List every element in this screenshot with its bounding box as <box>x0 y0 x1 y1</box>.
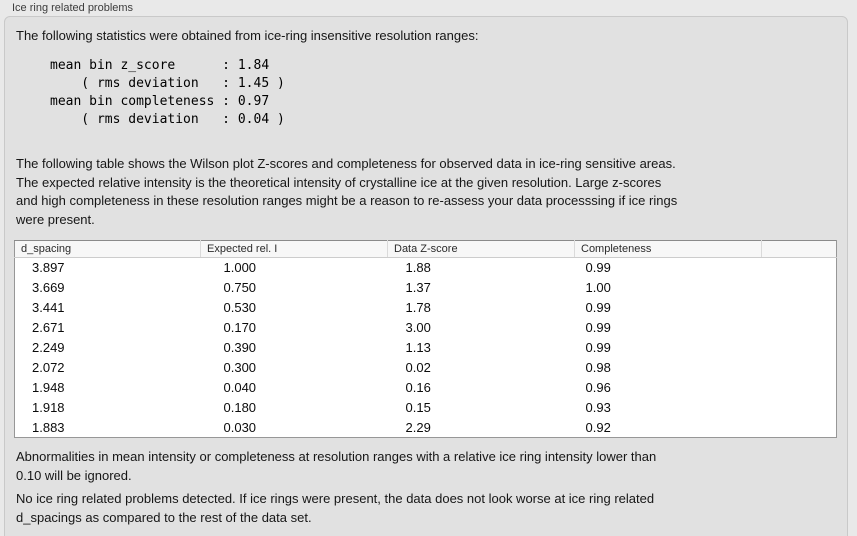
table-cell <box>762 358 837 378</box>
table-row[interactable]: 3.897 1.000 1.88 0.99 <box>15 258 837 278</box>
table-header-row: d_spacing Expected rel. I Data Z-score C… <box>14 240 837 258</box>
table-row[interactable]: 1.918 0.180 0.15 0.93 <box>15 398 837 418</box>
table-row[interactable]: 1.883 0.030 2.29 0.92 <box>15 418 837 438</box>
table-cell: 0.16 <box>405 380 431 395</box>
table-cell: 1.918 <box>32 400 65 415</box>
table-row[interactable]: 2.249 0.390 1.13 0.99 <box>15 338 837 358</box>
table-cell <box>762 398 837 418</box>
column-header-empty <box>761 240 837 258</box>
table-cell: 0.170 <box>223 320 257 335</box>
ice-ring-table: d_spacing Expected rel. I Data Z-score C… <box>14 240 837 438</box>
table-cell <box>762 378 837 398</box>
description-text: The following table shows the Wilson plo… <box>16 156 678 227</box>
table-cell <box>762 298 837 318</box>
table-cell <box>762 278 837 298</box>
table-row[interactable]: 1.948 0.040 0.16 0.96 <box>15 378 837 398</box>
table-cell: 0.180 <box>223 400 257 415</box>
table-cell <box>762 318 837 338</box>
table-cell: 3.669 <box>32 280 65 295</box>
table-cell: 0.99 <box>585 320 611 335</box>
table-cell: 2.671 <box>32 320 65 335</box>
table-row[interactable]: 2.072 0.300 0.02 0.98 <box>15 358 837 378</box>
table-cell: 0.92 <box>585 419 611 435</box>
column-header-completeness[interactable]: Completeness <box>574 240 762 258</box>
table-cell <box>762 258 837 278</box>
column-header-expected-rel-i[interactable]: Expected rel. I <box>200 240 388 258</box>
table-row[interactable]: 2.671 0.170 3.00 0.99 <box>15 318 837 338</box>
table-row[interactable]: 3.669 0.750 1.37 1.00 <box>15 278 837 298</box>
table-cell: 0.300 <box>223 360 257 375</box>
table-cell: 3.00 <box>405 320 431 335</box>
table-row[interactable]: 3.441 0.530 1.78 0.99 <box>15 298 837 318</box>
table-cell: 2.29 <box>405 419 431 435</box>
conclusion-text: No ice ring related problems detected. I… <box>16 491 655 525</box>
table-cell: 0.750 <box>223 280 257 295</box>
intro-text: The following statistics were obtained f… <box>16 28 479 43</box>
table-cell: 1.78 <box>405 300 431 315</box>
table-cell: 3.441 <box>32 300 65 315</box>
table-cell: 1.00 <box>585 280 611 295</box>
column-header-data-z-score[interactable]: Data Z-score <box>387 240 575 258</box>
table-cell: 0.530 <box>223 300 257 315</box>
table-cell: 1.88 <box>405 260 431 276</box>
table-cell: 0.96 <box>585 380 611 395</box>
table-cell: 0.040 <box>223 380 257 395</box>
table-cell: 2.072 <box>32 360 65 375</box>
table-cell: 0.15 <box>405 400 431 415</box>
table-cell: 1.948 <box>32 380 65 395</box>
table-body: 3.897 1.000 1.88 0.99 3.669 0.750 1.37 1.00 3.44… <box>15 258 837 438</box>
table-cell: 0.99 <box>585 340 611 355</box>
table-cell: 1.000 <box>223 260 257 276</box>
table-cell: 0.390 <box>223 340 257 355</box>
table-cell: 0.98 <box>585 360 611 375</box>
table-cell <box>762 418 837 438</box>
table-cell: 2.249 <box>32 340 65 355</box>
table-cell: 1.883 <box>32 419 65 435</box>
table-cell: 0.030 <box>223 419 257 435</box>
column-header-d-spacing[interactable]: d_spacing <box>14 240 201 258</box>
groupbox-title: Ice ring related problems <box>12 2 134 14</box>
table-cell: 1.13 <box>405 340 431 355</box>
table-cell: 0.02 <box>405 360 431 375</box>
table-cell: 1.37 <box>405 280 431 295</box>
note-text: Abnormalities in mean intensity or compl… <box>16 449 657 483</box>
table-cell: 0.99 <box>585 260 611 276</box>
table-cell: 0.99 <box>585 300 611 315</box>
table-cell: 0.93 <box>585 400 611 415</box>
stats-block: mean bin z_score : 1.84 ( rms deviation … <box>50 58 285 127</box>
table-cell: 3.897 <box>32 260 65 276</box>
table-cell <box>762 338 837 358</box>
